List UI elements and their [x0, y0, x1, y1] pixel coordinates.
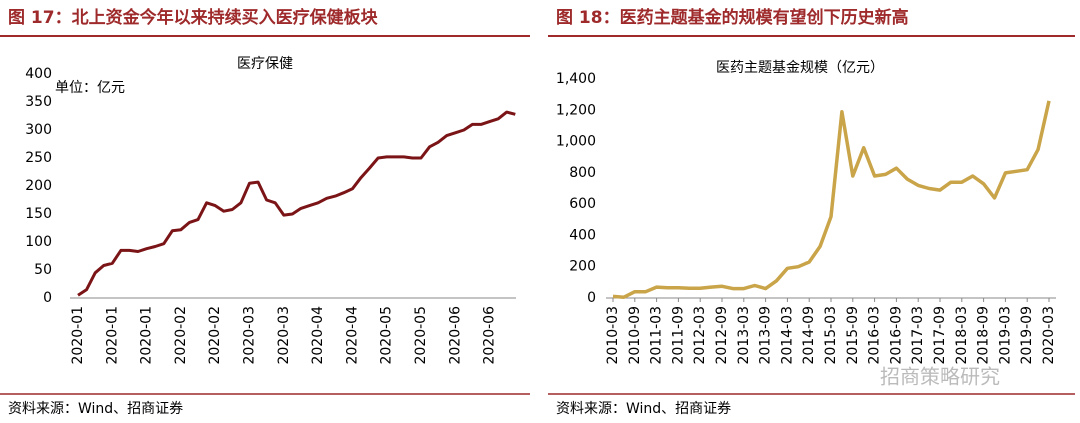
x-tick-label: 2018-03 — [954, 306, 970, 365]
y-tick-label: 0 — [587, 290, 596, 306]
x-tick-label: 2015-03 — [823, 306, 839, 365]
y-tick-label: 800 — [569, 165, 596, 181]
y-tick-label: 300 — [25, 122, 52, 138]
x-tick-label: 2020-06 — [482, 306, 498, 365]
source-note: 资料来源：Wind、招商证券 — [556, 401, 731, 417]
x-tick-label: 2016-09 — [888, 306, 904, 365]
x-tick-label: 2020-01 — [139, 306, 155, 365]
x-tick-label: 2014-03 — [779, 306, 795, 365]
x-tick-label: 2020-01 — [70, 306, 86, 365]
x-tick-label: 2019-09 — [1019, 306, 1035, 365]
x-tick-label: 2012-09 — [714, 306, 730, 365]
source-note: 资料来源：Wind、招商证券 — [8, 401, 183, 417]
x-tick-label: 2015-09 — [845, 306, 861, 365]
y-tick-label: 200 — [25, 178, 52, 194]
x-tick-label: 2020-05 — [413, 306, 429, 365]
data-line — [77, 110, 516, 297]
y-tick-label: 1,000 — [556, 134, 596, 150]
figure-caption: 图 17：北上资金今年以来持续买入医疗保健板块 — [8, 7, 379, 28]
y-tick-label: 150 — [25, 206, 52, 222]
x-tick-label: 2010-09 — [627, 306, 643, 365]
x-tick-label: 2020-01 — [104, 306, 120, 365]
x-tick-label: 2019-03 — [997, 306, 1013, 365]
x-tick-label: 2020-05 — [379, 306, 395, 365]
y-tick-label: 1,200 — [556, 102, 596, 118]
figure-caption: 图 18：医药主题基金的规模有望创下历史新高 — [556, 7, 909, 28]
x-tick-label: 2017-09 — [932, 306, 948, 365]
y-tick-label: 200 — [569, 259, 596, 275]
x-tick-label: 2013-03 — [736, 306, 752, 365]
x-tick-label: 2020-04 — [344, 306, 360, 365]
x-tick-label: 2020-02 — [207, 306, 223, 365]
x-tick-label: 2020-03 — [1041, 306, 1057, 365]
y-tick-label: 400 — [569, 227, 596, 243]
x-tick-label: 2020-02 — [173, 306, 189, 365]
x-tick-label: 2011-09 — [670, 306, 686, 365]
watermark: 招商策略研究 — [880, 365, 1000, 389]
y-tick-label: 400 — [25, 66, 52, 82]
data-line — [612, 100, 1051, 299]
y-tick-label: 250 — [25, 150, 52, 166]
x-tick-label: 2010-03 — [605, 306, 621, 365]
x-tick-label: 2012-03 — [692, 306, 708, 365]
x-tick-label: 2011-03 — [649, 306, 665, 365]
chart-title: 医药主题基金规模（亿元） — [716, 59, 884, 76]
y-tick-label: 350 — [25, 94, 52, 110]
x-tick-label: 2020-06 — [447, 306, 463, 365]
y-tick-label: 1,400 — [556, 71, 596, 87]
x-tick-label: 2018-09 — [976, 306, 992, 365]
x-tick-label: 2017-03 — [910, 306, 926, 365]
y-tick-label: 0 — [43, 290, 52, 306]
x-tick-label: 2020-04 — [310, 306, 326, 365]
x-tick-label: 2013-09 — [758, 306, 774, 365]
x-tick-label: 2014-09 — [801, 306, 817, 365]
x-tick-label: 2016-03 — [867, 306, 883, 365]
y-tick-label: 50 — [34, 262, 52, 278]
unit-annotation: 单位：亿元 — [55, 80, 125, 96]
y-tick-label: 100 — [25, 234, 52, 250]
x-tick-label: 2020-03 — [242, 306, 258, 365]
y-tick-label: 600 — [569, 196, 596, 212]
chart-title: 医疗保健 — [237, 56, 293, 72]
x-tick-label: 2020-03 — [276, 306, 292, 365]
